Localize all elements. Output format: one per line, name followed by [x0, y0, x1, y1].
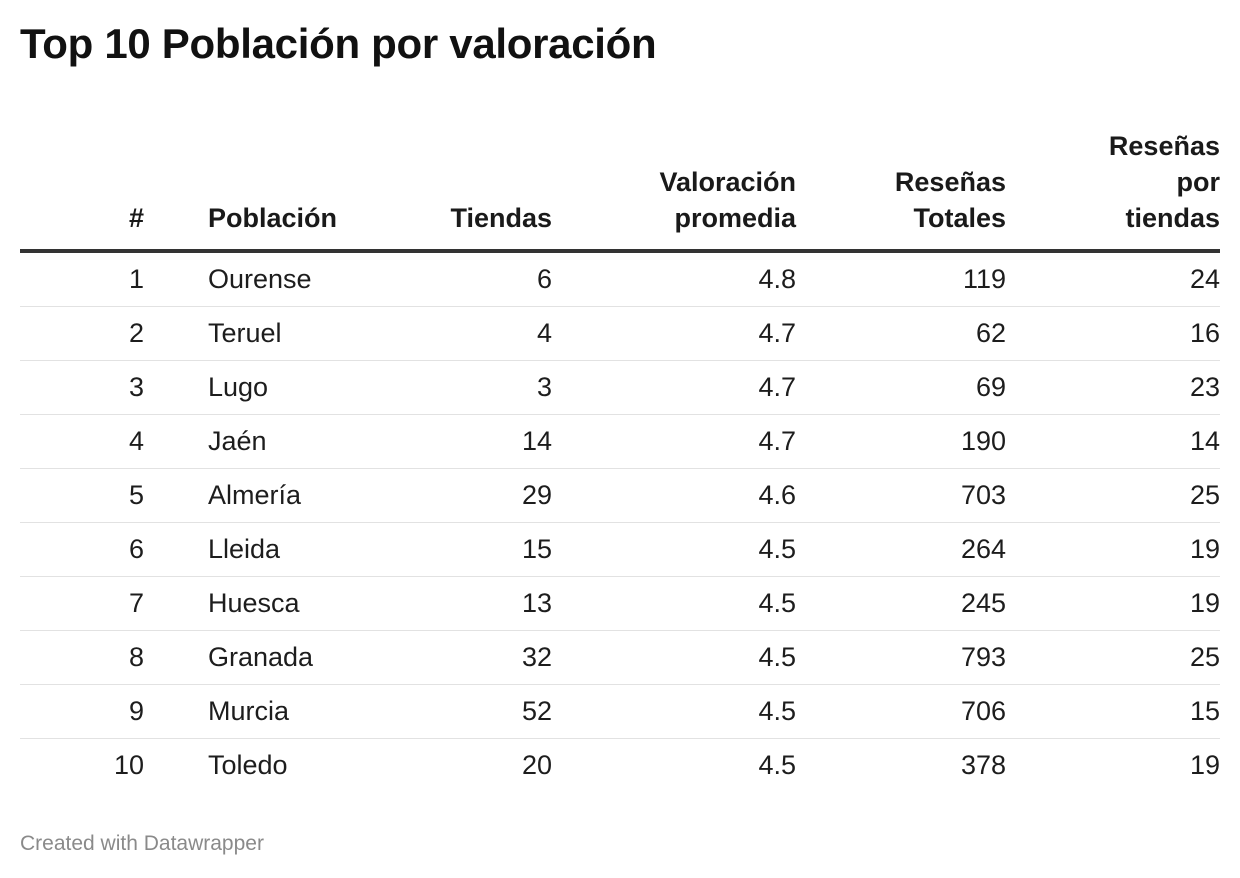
- column-header-label: Población: [208, 203, 338, 233]
- column-header-label: Reseñas: [894, 167, 1006, 197]
- column-header-poblacion: Población: [208, 110, 428, 236]
- cell-rank: 9: [128, 696, 144, 726]
- cell-valoracion: 4.5: [758, 534, 796, 564]
- cell-poblacion: Jaén: [208, 426, 267, 456]
- cell-valoracion: 4.6: [758, 480, 796, 510]
- cell-poblacion: Almería: [208, 480, 302, 510]
- cell-resenas_por_tienda: 16: [1189, 318, 1220, 348]
- column-header-resenas: Reseñas Totales: [800, 110, 1006, 236]
- cell-resenas_por_tienda: 19: [1189, 750, 1220, 780]
- table-row: 10 Toledo 20 4.5 378 19: [20, 739, 1220, 793]
- table-row: 3 Lugo 3 4.7 69 23: [20, 361, 1220, 415]
- column-header-label: Totales: [913, 203, 1006, 233]
- cell-resenas_por_tienda: 23: [1189, 372, 1220, 402]
- cell-resenas_por_tienda: 19: [1189, 534, 1220, 564]
- column-header-label: Reseñas: [1108, 131, 1220, 161]
- cell-tiendas: 29: [521, 480, 552, 510]
- cell-tiendas: 52: [521, 696, 552, 726]
- cell-tiendas: 32: [521, 642, 552, 672]
- table-row: 9 Murcia 52 4.5 706 15: [20, 685, 1220, 739]
- cell-resenas: 245: [960, 588, 1006, 618]
- cell-poblacion: Lleida: [208, 534, 281, 564]
- cell-poblacion: Granada: [208, 642, 314, 672]
- column-header-label: #: [128, 203, 144, 233]
- cell-valoracion: 4.7: [758, 318, 796, 348]
- cell-poblacion: Murcia: [208, 696, 290, 726]
- cell-poblacion: Lugo: [208, 372, 269, 402]
- table-row: 8 Granada 32 4.5 793 25: [20, 631, 1220, 685]
- cell-valoracion: 4.8: [758, 264, 796, 294]
- cell-rank: 8: [128, 642, 144, 672]
- table-row: 6 Lleida 15 4.5 264 19: [20, 523, 1220, 577]
- cell-resenas_por_tienda: 25: [1189, 642, 1220, 672]
- cell-tiendas: 13: [521, 588, 552, 618]
- cell-poblacion: Ourense: [208, 264, 312, 294]
- cell-tiendas: 3: [536, 372, 552, 402]
- header-divider: [20, 249, 1220, 253]
- cell-resenas: 62: [975, 318, 1006, 348]
- column-header-resenas_por_tienda: Reseñas por tiendas: [1020, 110, 1220, 236]
- cell-rank: 1: [128, 264, 144, 294]
- column-header-valoracion: Valoración promedia: [560, 110, 796, 236]
- table-row: 2 Teruel 4 4.7 62 16: [20, 307, 1220, 361]
- column-header-label: promedia: [674, 203, 796, 233]
- cell-rank: 7: [128, 588, 144, 618]
- column-header-tiendas: Tiendas: [320, 110, 552, 236]
- cell-rank: 10: [113, 750, 144, 780]
- data-table: # Población Tiendas Valoración promedia Reseñ…: [20, 0, 1220, 800]
- cell-tiendas: 4: [536, 318, 552, 348]
- cell-resenas_por_tienda: 25: [1189, 480, 1220, 510]
- cell-resenas_por_tienda: 14: [1189, 426, 1220, 456]
- cell-rank: 2: [128, 318, 144, 348]
- cell-resenas: 706: [960, 696, 1006, 726]
- table-row: 5 Almería 29 4.6 703 25: [20, 469, 1220, 523]
- table-row: 7 Huesca 13 4.5 245 19: [20, 577, 1220, 631]
- cell-resenas_por_tienda: 19: [1189, 588, 1220, 618]
- cell-resenas: 119: [962, 264, 1006, 294]
- cell-tiendas: 20: [521, 750, 552, 780]
- cell-resenas: 264: [960, 534, 1006, 564]
- cell-poblacion: Toledo: [208, 750, 288, 780]
- cell-resenas: 703: [960, 480, 1006, 510]
- cell-tiendas: 14: [521, 426, 552, 456]
- column-header-label: tiendas: [1125, 203, 1220, 233]
- credit-text: Created with Datawrapper: [20, 832, 264, 855]
- cell-rank: 5: [128, 480, 144, 510]
- cell-tiendas: 15: [521, 534, 552, 564]
- cell-poblacion: Huesca: [208, 588, 300, 618]
- cell-rank: 3: [128, 372, 144, 402]
- cell-valoracion: 4.5: [758, 642, 796, 672]
- column-header-rank: #: [20, 110, 144, 236]
- cell-resenas: 378: [960, 750, 1006, 780]
- cell-resenas: 190: [960, 426, 1006, 456]
- column-header-label: por: [1176, 167, 1221, 197]
- chart-title: Top 10 Población por valoración: [20, 20, 657, 67]
- cell-valoracion: 4.5: [758, 696, 796, 726]
- cell-resenas: 69: [975, 372, 1006, 402]
- cell-poblacion: Teruel: [208, 318, 282, 348]
- column-header-label: Tiendas: [450, 203, 552, 233]
- table-row: 4 Jaén 14 4.7 190 14: [20, 415, 1220, 469]
- cell-resenas: 793: [960, 642, 1006, 672]
- cell-tiendas: 6: [536, 264, 552, 294]
- cell-resenas_por_tienda: 24: [1189, 264, 1220, 294]
- cell-valoracion: 4.7: [758, 372, 796, 402]
- column-header-label: Valoración: [659, 167, 796, 197]
- cell-rank: 4: [128, 426, 144, 456]
- cell-valoracion: 4.5: [758, 750, 796, 780]
- cell-rank: 6: [128, 534, 144, 564]
- cell-valoracion: 4.5: [758, 588, 796, 618]
- cell-valoracion: 4.7: [758, 426, 796, 456]
- cell-resenas_por_tienda: 15: [1189, 696, 1220, 726]
- table-row: 1 Ourense 6 4.8 119 24: [20, 253, 1220, 307]
